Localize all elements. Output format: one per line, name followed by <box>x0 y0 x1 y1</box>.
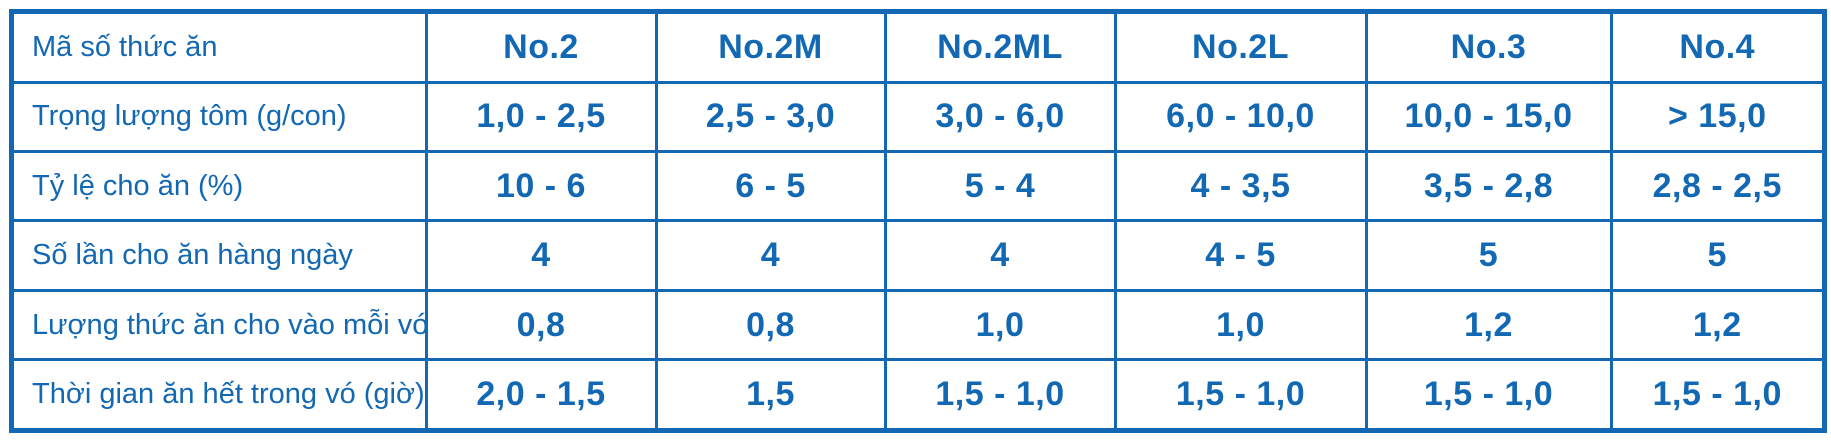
data-cell: 1,0 - 2,5 <box>424 80 658 154</box>
data-cell: 10,0 - 15,0 <box>1364 80 1613 154</box>
data-cell: 3,5 - 2,8 <box>1364 150 1613 223</box>
data-cell: 0,8 <box>424 288 658 362</box>
data-cell: 1,0 <box>1113 288 1368 362</box>
data-cell: > 15,0 <box>1609 80 1826 154</box>
data-cell: 4 - 5 <box>1113 219 1368 292</box>
data-cell: 4 <box>424 219 658 292</box>
data-cell: 1,0 <box>883 288 1117 362</box>
table-row-feeding-rate: Tỷ lệ cho ăn (%) 10 - 6 6 - 5 5 - 4 4 - … <box>10 150 1826 223</box>
data-cell: 6 - 5 <box>654 150 887 223</box>
data-cell: 1,5 - 1,0 <box>883 358 1117 432</box>
data-cell: 5 - 4 <box>883 150 1117 223</box>
data-cell: 4 <box>654 219 887 292</box>
row-label: Số lần cho ăn hàng ngày <box>10 219 428 292</box>
data-cell: 1,5 - 1,0 <box>1364 358 1613 432</box>
data-cell: 6,0 - 10,0 <box>1113 80 1368 154</box>
data-cell: 4 <box>883 219 1117 292</box>
column-header-no2l: No.2L <box>1113 10 1368 84</box>
table-row-time-to-finish: Thời gian ăn hết trong vó (giờ) 2,0 - 1,… <box>10 358 1826 432</box>
data-cell: 0,8 <box>654 288 887 362</box>
column-header-no2: No.2 <box>424 10 658 84</box>
column-header-no4: No.4 <box>1609 10 1826 84</box>
data-cell: 2,5 - 3,0 <box>654 80 887 154</box>
data-cell: 2,0 - 1,5 <box>424 358 658 432</box>
data-cell: 10 - 6 <box>424 150 658 223</box>
data-cell: 1,2 <box>1364 288 1613 362</box>
data-cell: 1,5 - 1,0 <box>1609 358 1826 432</box>
column-header-no2ml: No.2ML <box>883 10 1117 84</box>
data-cell: 1,5 - 1,0 <box>1113 358 1368 432</box>
row-label: Tỷ lệ cho ăn (%) <box>10 150 428 223</box>
table-header-row: Mã số thức ăn No.2 No.2M No.2ML No.2L No… <box>10 10 1826 84</box>
corner-header-cell: Mã số thức ăn <box>10 10 428 84</box>
row-label: Lượng thức ăn cho vào mỗi vó (%) <box>10 288 428 362</box>
data-cell: 2,8 - 2,5 <box>1609 150 1826 223</box>
column-header-no2m: No.2M <box>654 10 887 84</box>
data-cell: 3,0 - 6,0 <box>883 80 1117 154</box>
table-row-feed-per-tray: Lượng thức ăn cho vào mỗi vó (%) 0,8 0,8… <box>10 288 1826 362</box>
row-label: Thời gian ăn hết trong vó (giờ) <box>10 358 428 432</box>
data-cell: 5 <box>1364 219 1613 292</box>
data-cell: 1,5 <box>654 358 887 432</box>
data-cell: 4 - 3,5 <box>1113 150 1368 223</box>
table-row-feedings-per-day: Số lần cho ăn hàng ngày 4 4 4 4 - 5 5 5 <box>10 219 1826 292</box>
data-cell: 5 <box>1609 219 1826 292</box>
table-row-shrimp-weight: Trọng lượng tôm (g/con) 1,0 - 2,5 2,5 - … <box>10 80 1826 154</box>
column-header-no3: No.3 <box>1364 10 1613 84</box>
data-cell: 1,2 <box>1609 288 1826 362</box>
feed-table: Mã số thức ăn No.2 No.2M No.2ML No.2L No… <box>9 9 1827 433</box>
row-label: Trọng lượng tôm (g/con) <box>10 80 428 154</box>
